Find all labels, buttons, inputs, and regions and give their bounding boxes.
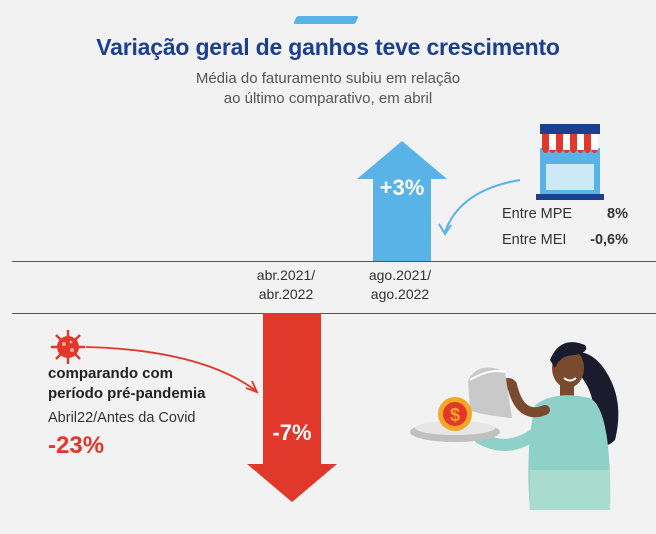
baseline-top <box>12 261 656 262</box>
category-label-abr-line2: abr.2022 <box>258 286 314 302</box>
pre-pandemic-value: -23% <box>48 432 105 459</box>
category-label-ago-line2: ago.2022 <box>370 286 430 302</box>
pointer-arrow-store <box>444 179 521 233</box>
store-icon <box>536 124 604 200</box>
data-label-decrease: -7% <box>272 420 312 445</box>
pointer-arrowhead-store <box>438 223 452 236</box>
bar-increase-ago <box>357 141 447 261</box>
subtitle-line-1: Média do faturamento subiu em relação <box>195 70 461 87</box>
pre-pandemic-title-line1: comparando com <box>48 365 174 382</box>
category-label-abr-line1: abr.2021/ <box>256 267 316 283</box>
svg-text:$: $ <box>450 405 460 425</box>
baseline-bottom <box>12 313 656 314</box>
mei-value: -0,6% <box>590 232 628 248</box>
mei-label: Entre MEI <box>502 232 567 248</box>
subtitle-line-2: ao último comparativo, em abril <box>223 90 433 107</box>
pointer-arrow-virus <box>85 346 256 391</box>
category-label-ago-line1: ago.2021/ <box>368 267 432 283</box>
category-label-ago: ago.2021/ ago.2022 <box>350 266 450 304</box>
page-title: Variação geral de ganhos teve cresciment… <box>96 34 560 60</box>
pre-pandemic-note: Abril22/Antes da Covid <box>48 410 196 426</box>
waitress-illustration <box>410 342 619 510</box>
virus-icon <box>51 330 85 364</box>
pointer-arrowhead-virus <box>245 380 259 394</box>
bar-decrease-abr <box>247 313 337 502</box>
mpe-label: Entre MPE <box>502 206 573 222</box>
mpe-value: 8% <box>607 206 628 222</box>
pre-pandemic-title: comparando com período pré-pandemia <box>48 364 206 404</box>
pre-pandemic-title-line2: período pré-pandemia <box>48 385 206 402</box>
data-label-increase: +3% <box>379 175 425 200</box>
dollar-coin-icon: $ <box>438 397 472 431</box>
category-label-abr: abr.2021/ abr.2022 <box>245 266 327 304</box>
